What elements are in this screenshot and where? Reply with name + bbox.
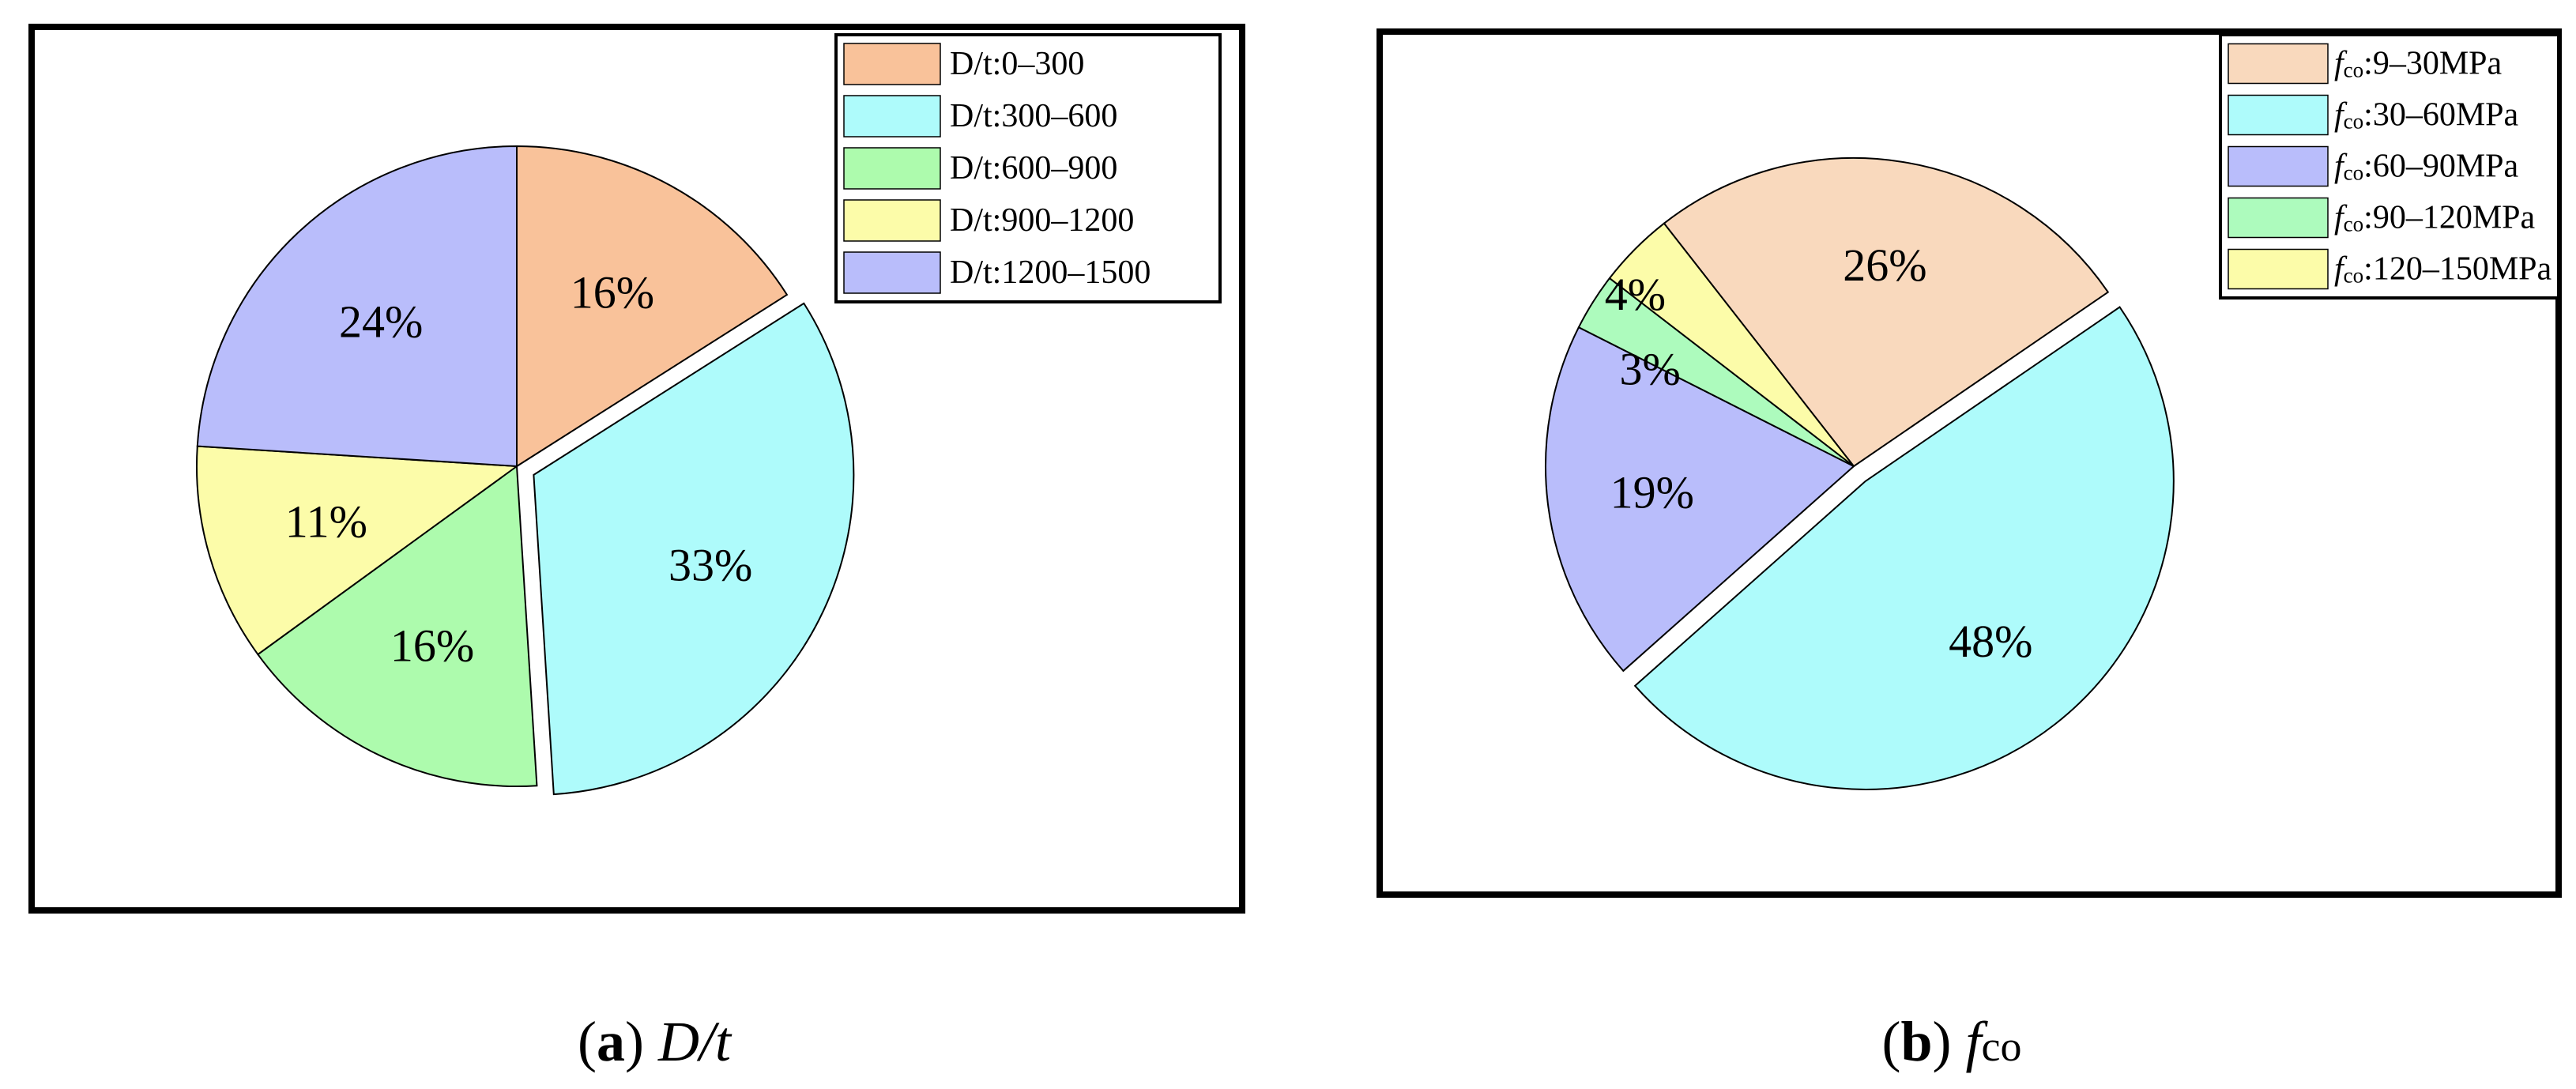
legend-swatch <box>2228 248 2329 290</box>
slice-label: 3% <box>1620 343 1681 394</box>
caption-b-letter: b <box>1900 1010 1932 1073</box>
pie-slice <box>1633 306 2175 790</box>
pie-slice <box>533 302 855 796</box>
caption-a-letter: a <box>597 1010 625 1073</box>
legend-label: fco:30–60MPa <box>2334 97 2519 134</box>
legend-b: fco:9–30MPa fco:30–60MPa fco:60–90MPa fco:9… <box>2219 33 2560 300</box>
legend-a: D/t:0–300 D/t:300–600 D/t:600–900 D/t:900–1… <box>834 33 1222 303</box>
legend-swatch <box>2228 94 2329 136</box>
pie-slice <box>516 145 789 468</box>
legend-label: fco:60–90MPa <box>2334 149 2519 185</box>
panel-a-frame <box>28 24 1245 914</box>
slice-label: 48% <box>1949 616 2032 667</box>
slice-label: 11% <box>285 496 367 548</box>
legend-swatch <box>2228 145 2329 187</box>
legend-label: fco:9–30MPa <box>2334 46 2503 82</box>
legend-label: fco:120–150MPa <box>2334 251 2552 288</box>
legend-label: fco:90–120MPa <box>2334 200 2536 236</box>
pie-slice <box>1663 157 2110 468</box>
legend-label: D/t:600–900 <box>950 150 1117 187</box>
caption-b-sub: co <box>1982 1023 2022 1070</box>
pie-slice <box>196 145 518 468</box>
pie-slice <box>196 445 519 656</box>
slice-label: 33% <box>668 539 752 590</box>
caption-b: (b) fco <box>1882 1010 2022 1073</box>
panel-a: 16%33%16%11%24% D/t:0–300D/t:300–600D/t:… <box>28 24 1245 914</box>
legend-swatch <box>843 43 941 85</box>
pie-slice <box>1608 222 1855 467</box>
slice-label: 19% <box>1610 467 1694 518</box>
caption-a-text: D/t <box>657 1010 733 1073</box>
legend-label: D/t:900–1200 <box>950 202 1134 239</box>
legend-swatch <box>2228 197 2329 239</box>
slice-label: 26% <box>1843 239 1926 291</box>
legend-swatch <box>843 251 941 294</box>
legend-swatch <box>843 147 941 190</box>
legend-label: D/t:0–300 <box>950 46 1084 82</box>
pie-slice <box>256 465 538 787</box>
caption-a: (a) D/t <box>578 1010 733 1073</box>
pie-slice <box>1545 326 1855 673</box>
slice-label: 24% <box>339 296 423 347</box>
panel-b: 26%48%19%3%4% fco:9–30MPafco:30–60MPafco… <box>1377 28 2562 898</box>
legend-label: D/t:300–600 <box>950 98 1117 134</box>
legend-swatch <box>843 199 941 242</box>
panel-b-frame <box>1377 28 2562 898</box>
legend-swatch <box>2228 43 2329 85</box>
slice-label: 16% <box>390 620 474 672</box>
slice-label: 4% <box>1605 269 1666 320</box>
pie-a: 16% 33% 16% 11% 24% <box>196 145 855 796</box>
slice-label: 16% <box>571 266 654 318</box>
pie-b: 26% 48% 19% 3% 4% <box>1545 157 2175 790</box>
legend-swatch <box>843 95 941 138</box>
legend-label: D/t:1200–1500 <box>950 254 1151 291</box>
